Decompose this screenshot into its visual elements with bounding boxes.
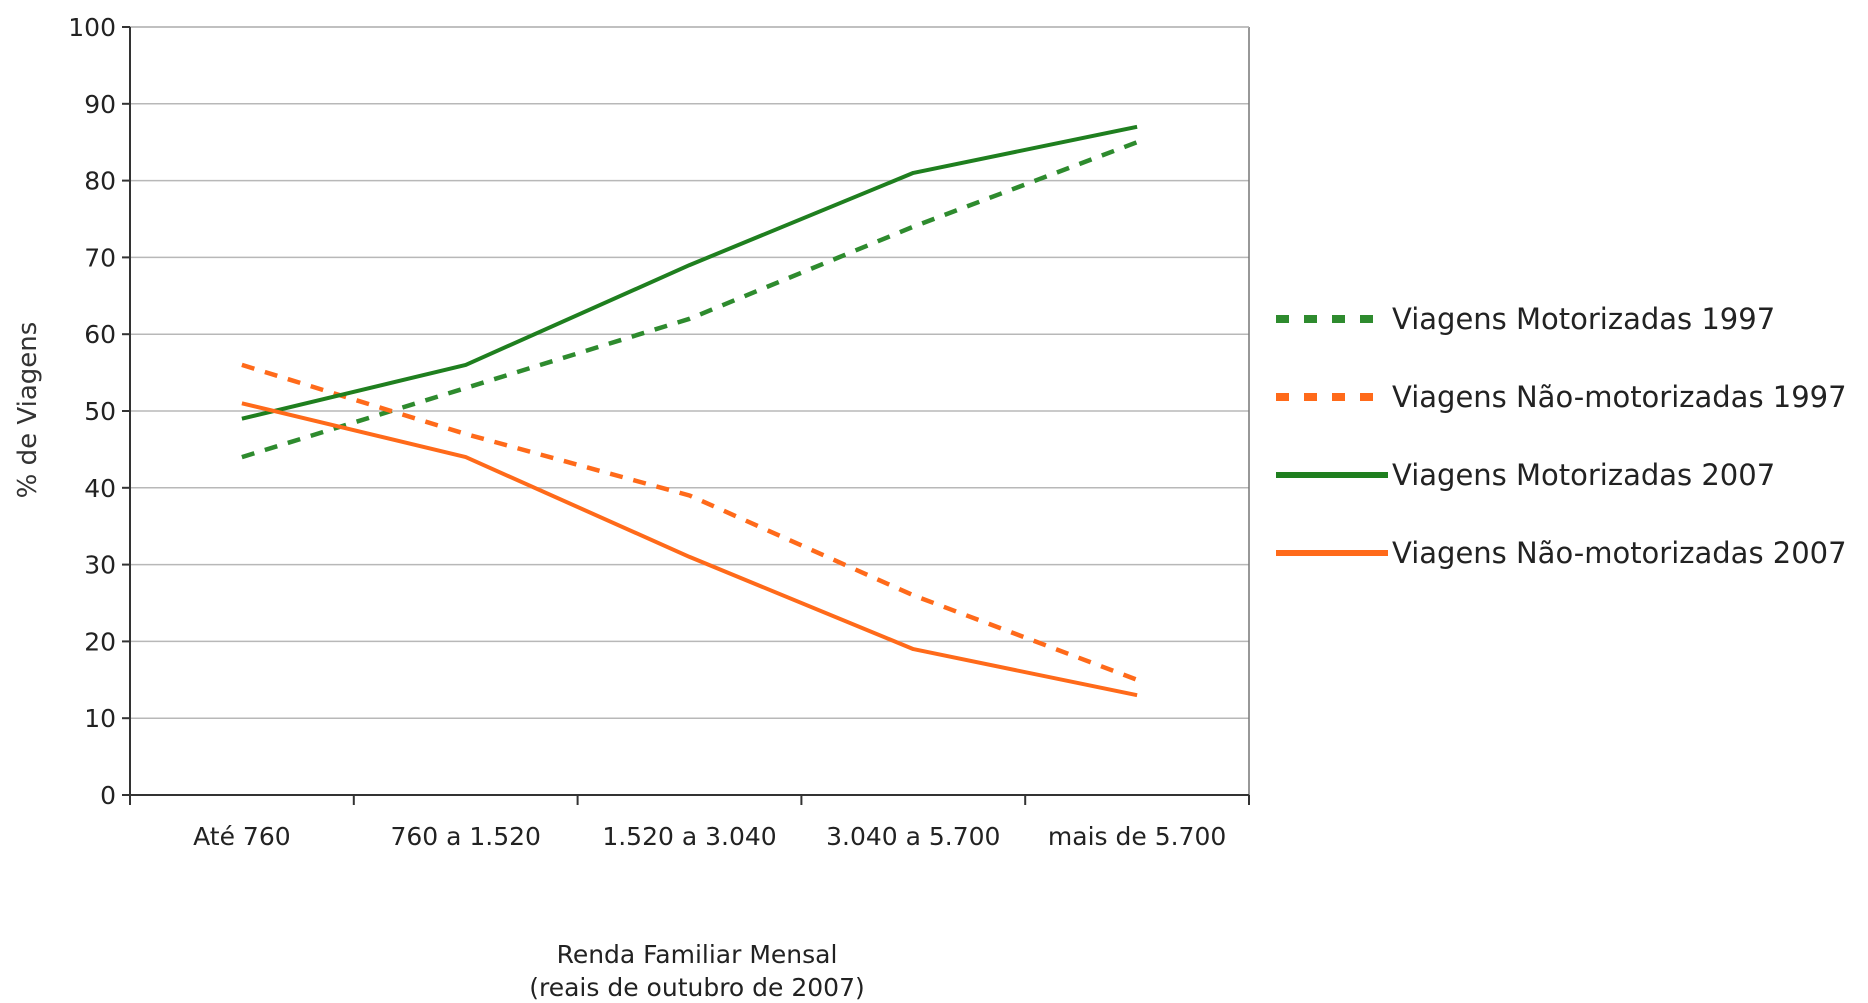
x-tick-label: Até 760 xyxy=(193,822,291,851)
series-line-3 xyxy=(241,124,1138,421)
y-tick-label: 10 xyxy=(84,704,116,733)
y-tick-label: 40 xyxy=(84,474,116,503)
y-tick-label: 60 xyxy=(84,320,116,349)
x-tick-label: 1.520 a 3.040 xyxy=(602,822,776,851)
y-tick-label: 100 xyxy=(68,13,116,42)
y-tick-label: 50 xyxy=(84,397,116,426)
legend-label-4: Viagens Não-motorizadas 2007 xyxy=(1392,536,1847,570)
legend: Viagens Motorizadas 1997 Viagens Não-moto… xyxy=(1276,302,1847,570)
y-tick-label: 20 xyxy=(84,627,116,656)
x-axis-ticks: Até 760 760 a 1.520 1.520 a 3.040 3.040 a 5… xyxy=(129,795,1250,851)
y-tick-label: 30 xyxy=(84,551,116,580)
series-line-2 xyxy=(241,362,1138,682)
legend-label-1: Viagens Motorizadas 1997 xyxy=(1392,302,1775,336)
y-tick-label: 80 xyxy=(84,167,116,196)
x-tick-label: 760 a 1.520 xyxy=(390,822,541,851)
series-lines xyxy=(241,124,1138,698)
y-tick-label: 90 xyxy=(84,90,116,119)
y-axis-label: % de Viagens xyxy=(13,322,43,499)
legend-label-3: Viagens Motorizadas 2007 xyxy=(1392,458,1775,492)
y-tick-label: 0 xyxy=(100,781,116,810)
series-line-4 xyxy=(241,401,1138,698)
gridlines xyxy=(130,26,1249,719)
x-tick-label: mais de 5.700 xyxy=(1048,822,1226,851)
y-tick-label: 70 xyxy=(84,243,116,272)
series-line-1 xyxy=(241,140,1138,460)
x-axis-label-line-2: (reais de outubro de 2007) xyxy=(529,973,865,1002)
y-axis-ticks: 0 10 20 30 40 50 60 70 80 90 100 xyxy=(68,13,130,810)
legend-label-2: Viagens Não-motorizadas 1997 xyxy=(1392,380,1847,414)
x-tick-label: 3.040 a 5.700 xyxy=(826,822,1000,851)
x-axis-label-line-1: Renda Familiar Mensal xyxy=(557,940,838,969)
